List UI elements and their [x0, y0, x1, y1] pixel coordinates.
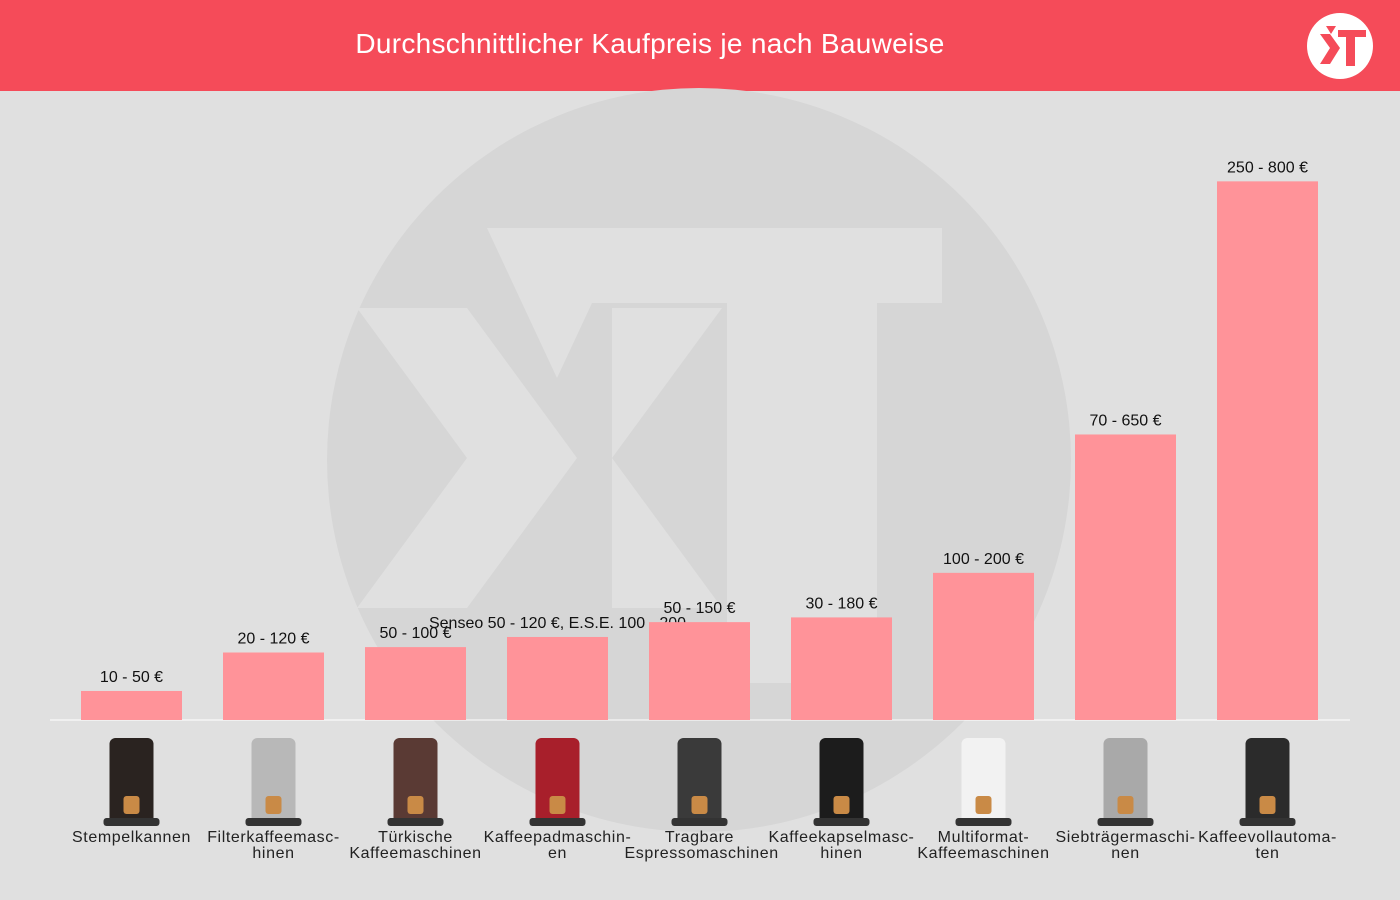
category-label-6: Kaffeekapselmasc-hinen: [767, 830, 917, 862]
bar-8: [1075, 434, 1176, 720]
category-label-line: Filterkaffeemasc-: [207, 829, 340, 846]
category-label-4: Kaffeepadmaschin-en: [483, 830, 633, 862]
data-label-6: 30 - 180 €: [805, 595, 877, 612]
data-label-4: Senseo 50 - 120 €, E.S.E. 100 - 200: [429, 615, 686, 632]
category-label-line: hinen: [820, 845, 863, 862]
xt-logo-icon: [1307, 13, 1373, 79]
category-label-line: en: [548, 845, 567, 862]
category-label-line: Kaffeevollautoma-: [1198, 829, 1337, 846]
category-label-line: Espressomaschinen: [624, 845, 779, 862]
category-label-1: Stempelkannen: [57, 830, 207, 846]
fully-automatic-coffee-machine-icon: [1239, 738, 1296, 826]
bar-2: [223, 652, 324, 720]
french-press-icon: [103, 738, 160, 826]
data-label-9: 250 - 800 €: [1227, 159, 1308, 176]
category-label-line: Stempelkannen: [72, 829, 191, 846]
category-label-line: hinen: [252, 845, 295, 862]
category-label-8: Siebträgermaschi-nen: [1051, 830, 1201, 862]
category-label-5: Tragbare Espressomaschinen: [624, 829, 779, 862]
portable-espresso-machine-icon: [671, 738, 728, 826]
category-label-line: Kaffeemaschinen: [917, 845, 1050, 862]
portafilter-machine-icon: [1097, 738, 1154, 826]
data-label-7: 100 - 200 €: [943, 551, 1024, 568]
multiformat-coffee-machine-icon: [955, 738, 1012, 826]
data-label-2: 20 - 120 €: [237, 631, 309, 648]
bar-3: [365, 647, 466, 720]
turkish-coffee-machine-icon: [387, 738, 444, 826]
category-label-line: Kaffeemaschinen: [349, 845, 482, 862]
bar-7: [933, 572, 1034, 720]
category-label-line: Türkische: [378, 829, 453, 846]
category-label-line: nen: [1111, 845, 1140, 862]
data-label-1: 10 - 50 €: [100, 669, 163, 686]
category-label-line: Tragbare: [664, 829, 735, 846]
category-label-2: Filterkaffeemasc-hinen: [199, 830, 349, 862]
category-label-line: Siebträgermaschi-: [1055, 829, 1196, 846]
category-label-line: Kaffeekapselmasc-: [768, 829, 915, 846]
header-bar: Durchschnittlicher Kaufpreis je nach Bau…: [0, 0, 1400, 91]
bar-6: [791, 617, 892, 720]
category-label-7: Multiformat- Kaffeemaschinen: [909, 830, 1059, 862]
category-label-3: Türkische Kaffeemaschinen: [341, 830, 491, 862]
bar-4: [507, 636, 608, 720]
category-label-9: Kaffeevollautoma-ten: [1193, 830, 1343, 862]
data-label-3: 50 - 100 €: [379, 625, 451, 642]
capsule-coffee-machine-icon: [813, 738, 870, 826]
chart-title: Durchschnittlicher Kaufpreis je nach Bau…: [355, 28, 945, 59]
bar-9: [1217, 181, 1318, 721]
bar-5: [649, 622, 750, 720]
pad-coffee-machine-icon: [529, 738, 586, 826]
category-label-line: Multiformat-: [937, 829, 1030, 846]
bar-1: [81, 690, 182, 720]
filter-coffee-machine-icon: [245, 738, 302, 826]
data-label-8: 70 - 650 €: [1089, 412, 1161, 429]
data-label-5: 50 - 150 €: [663, 600, 735, 617]
category-label-line: Kaffeepadmaschin-: [483, 829, 632, 846]
category-label-line: ten: [1255, 845, 1280, 862]
